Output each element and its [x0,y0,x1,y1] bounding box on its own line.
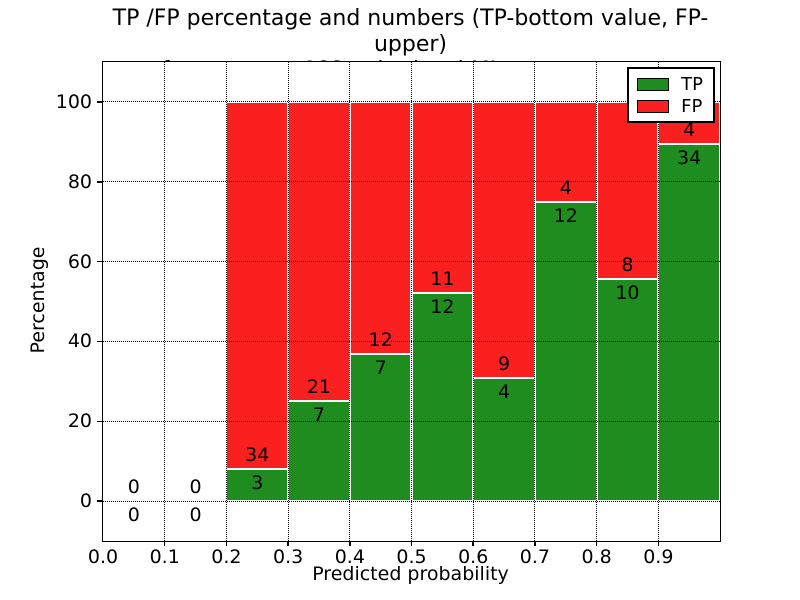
tp-count-label: 0 [189,504,202,527]
x-tick-mark [225,541,228,546]
x-tick-label: 0.1 [149,546,180,568]
fp-bar-segment [596,101,659,280]
y-tick-mark [96,420,102,422]
y-tick-label: 0 [79,490,92,513]
x-tick-mark [349,541,351,546]
legend-entry-fp: FP [637,95,703,117]
fp-count-label: 9 [498,353,511,376]
y-tick-label: 100 [55,90,92,113]
fp-count-label: 34 [245,443,270,466]
tp-legend-swatch-icon [637,77,670,91]
y-axis-label: Percentage [27,246,49,354]
x-tick-label: 0.8 [581,546,612,568]
tp-count-label: 7 [312,404,325,427]
y-tick-mark [96,181,102,183]
fp-count-label: 0 [189,476,202,499]
x-tick-label: 0.5 [396,546,427,568]
x-tick-mark [657,541,660,546]
tp-count-label: 10 [615,282,640,305]
x-axis-label: Predicted probability [312,563,509,585]
tp-bar-segment [596,279,659,502]
plot-area: TP FP 0 0 0 0 34 3 21 7 12 7 11 12 9 4 4 12 8 10 4 34 0.0 0.1 0… [56,61,721,568]
fp-count-label: 21 [306,376,332,399]
y-tick-label: 80 [67,170,92,193]
legend-label: FP [681,95,703,117]
tp-count-label: 0 [127,504,140,527]
tp-count-label: 7 [374,357,387,380]
legend: TP FP [627,67,715,123]
fp-bar-segment [473,101,535,379]
fp-bar-segment [288,101,350,402]
x-tick-label: 0.7 [519,546,550,568]
legend-entry-tp: TP [637,73,703,95]
y-tick-label: 20 [67,410,92,433]
fp-count-label: 4 [559,176,572,199]
x-tick-label: 0.3 [272,546,304,568]
tp-bar-segment [534,201,597,502]
x-gridline [164,62,166,541]
y-tick-label: 40 [67,330,92,353]
tp-count-label: 12 [430,295,455,318]
fp-bar-segment [226,101,289,469]
fp-count-label: 12 [368,329,393,352]
fp-bar-segment [411,101,474,293]
y-tick-mark [96,101,102,103]
fp-count-label: 8 [621,254,634,277]
tp-bar-segment [658,143,720,502]
x-tick-mark [534,541,536,546]
tp-count-label: 4 [498,381,511,404]
x-tick-mark [410,541,413,546]
x-tick-mark [472,541,474,546]
tp-count-label: 34 [677,146,702,169]
y-tick-mark [96,340,102,343]
fp-bar-segment [349,101,412,354]
x-tick-label: 0.0 [87,546,119,568]
tp-count-label: 12 [553,204,578,227]
x-tick-label: 0.9 [643,546,674,568]
fp-count-label: 11 [430,267,455,290]
x-tick-mark [595,541,598,546]
tp-bar-segment [411,292,474,502]
fp-count-label: 4 [683,118,696,141]
x-tick-mark [163,541,166,546]
tp-count-label: 3 [251,471,264,494]
fp-legend-swatch-icon [637,99,670,113]
chart-title-line1: TP /FP percentage and numbers (TP-bottom… [112,6,709,57]
fp-count-label: 0 [127,476,140,499]
y-tick-mark [96,260,102,263]
x-tick-mark [287,541,289,546]
y-tick-label: 60 [67,250,92,273]
x-tick-label: 0.4 [334,546,365,568]
x-tick-label: 0.2 [211,546,242,568]
legend-label: TP [681,73,703,95]
x-tick-label: 0.6 [458,546,489,568]
y-tick-mark [96,500,102,502]
tp-bar-segment [226,468,289,502]
